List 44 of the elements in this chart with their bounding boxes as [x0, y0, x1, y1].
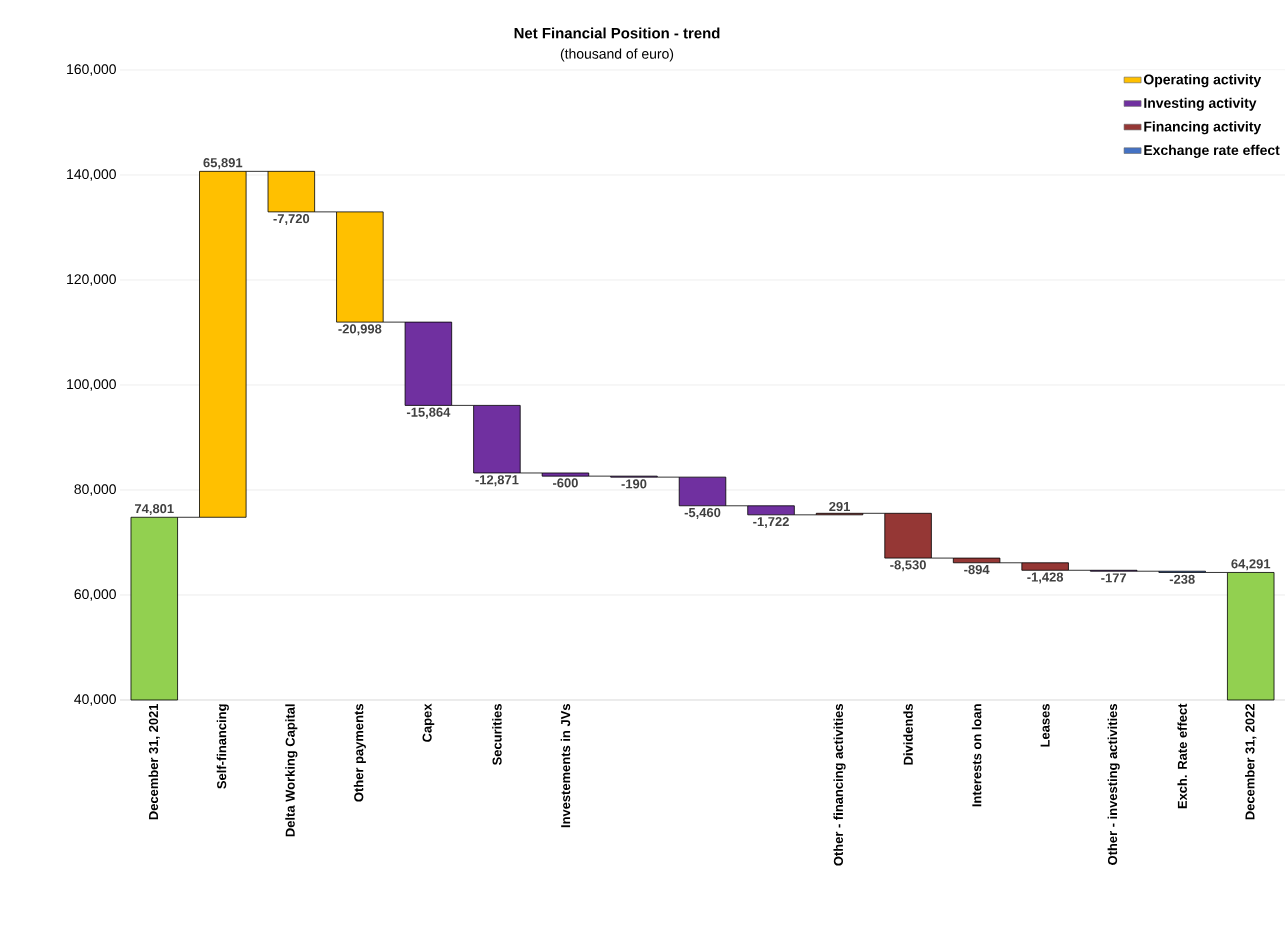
x-tick-label: Dividends [903, 704, 913, 765]
text: -238 [1169, 574, 1195, 584]
x-tick-label: December 31, 2022 [1245, 704, 1257, 820]
text: -5,460 [684, 507, 721, 520]
x-tick-label: Investements in JVs [560, 704, 571, 828]
text: -7,720 [273, 214, 310, 226]
text: 65,891 [203, 158, 243, 170]
x-tick-label: Delta Working Capital [285, 704, 298, 837]
x-tick-label: Exch. Rate effect [1177, 703, 1187, 809]
x-tick-label: Other - financing activities [833, 704, 846, 866]
text: -600 [552, 478, 578, 488]
y-tick-label: 140,000 [67, 169, 116, 181]
y-tick-label: 100,000 [67, 379, 116, 391]
x-tick-label: Capex [422, 703, 435, 742]
text: -177 [1101, 573, 1127, 583]
text: -1,722 [753, 517, 789, 529]
x-tick-label: Self-financing [216, 704, 229, 789]
y-tick-label: 40,000 [74, 694, 116, 706]
y-tick-label: 80,000 [74, 484, 116, 496]
legend-label: Operating activity [1143, 74, 1262, 88]
text: -190 [621, 479, 647, 489]
text: -1,428 [1027, 572, 1064, 584]
legend-label: Exchange rate effect [1144, 144, 1280, 158]
x-tick-label: Leases [1040, 704, 1050, 747]
chart-title: Net Financial Position - trend [514, 27, 720, 39]
legend-label: Investing activity [1144, 97, 1257, 111]
x-tick-label: Other payments [353, 704, 366, 802]
text: -894 [964, 564, 990, 575]
x-tick-label: December 31, 2021 [148, 703, 160, 820]
y-tick-label: 120,000 [67, 274, 116, 286]
text: -8,530 [890, 560, 926, 572]
x-tick-label: Other - investing activities [1107, 704, 1120, 865]
text: -20,998 [338, 324, 382, 336]
text: -12,871 [475, 475, 519, 487]
x-tick-label: Interests on loan [971, 704, 982, 807]
legend-label: Financing activity [1144, 121, 1262, 135]
x-tick-label: Securities [492, 704, 502, 766]
y-tick-label: 160,000 [67, 64, 116, 76]
chart-subtitle: (thousand of euro) [560, 48, 674, 62]
y-tick-label: 60,000 [74, 589, 116, 601]
text: -15,864 [406, 407, 451, 419]
text: 74,801 [135, 504, 174, 516]
text: 291 [829, 501, 850, 512]
text: 64,291 [1231, 559, 1271, 571]
